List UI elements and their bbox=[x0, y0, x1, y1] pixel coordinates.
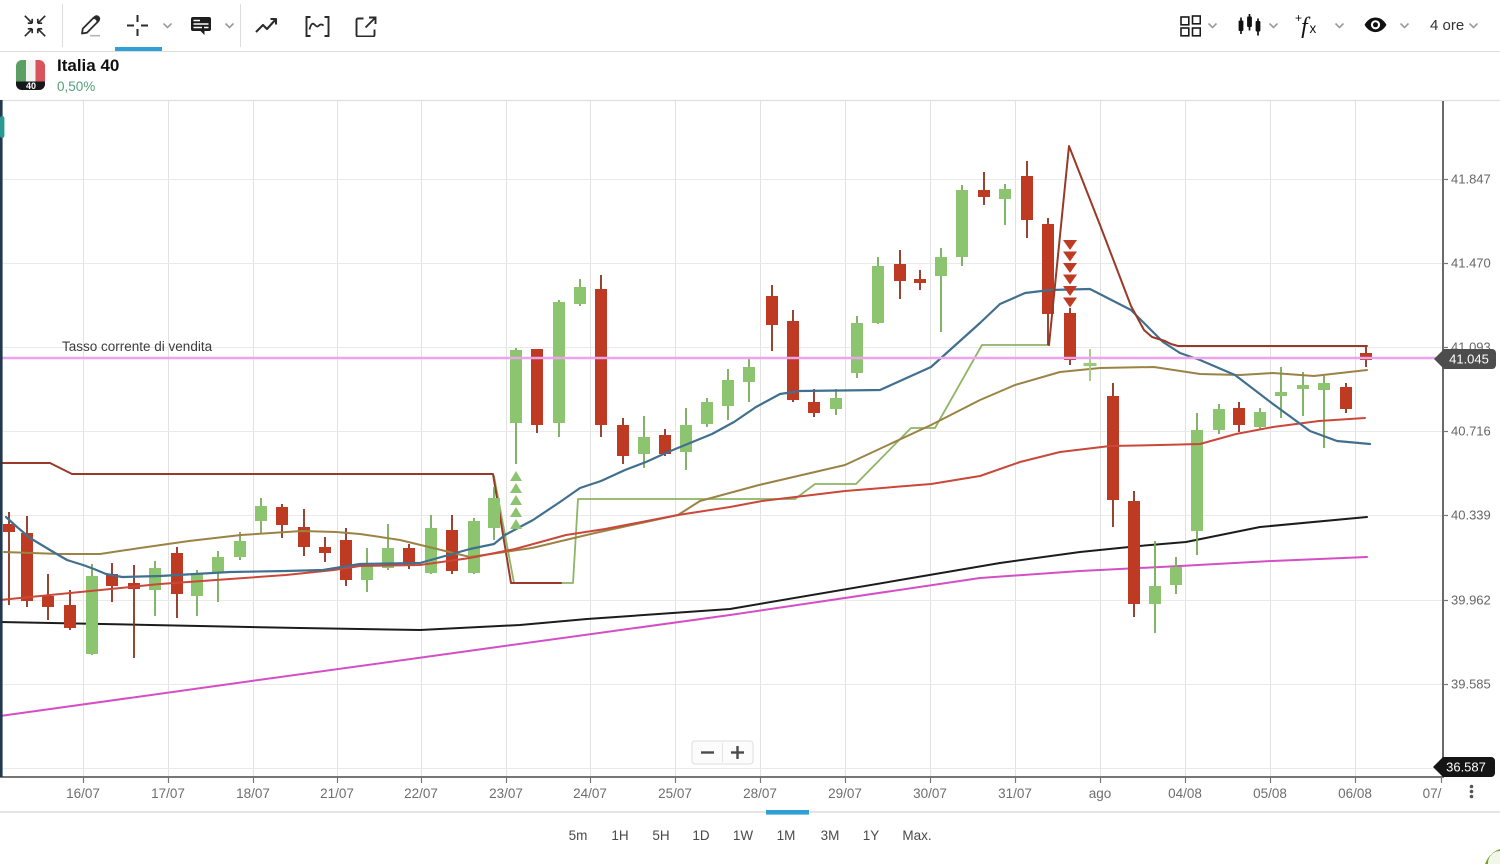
svg-text:21/07: 21/07 bbox=[320, 786, 354, 801]
svg-text:1D: 1D bbox=[692, 828, 710, 843]
svg-text:31/07: 31/07 bbox=[998, 786, 1032, 801]
svg-text:28/07: 28/07 bbox=[743, 786, 777, 801]
svg-text:x: x bbox=[1310, 21, 1317, 36]
svg-text:1W: 1W bbox=[733, 828, 754, 843]
svg-text:23/07: 23/07 bbox=[489, 786, 523, 801]
svg-text:39.962: 39.962 bbox=[1451, 593, 1491, 608]
svg-text:f: f bbox=[1301, 14, 1311, 38]
svg-text:29/07: 29/07 bbox=[828, 786, 862, 801]
svg-text:ago: ago bbox=[1089, 786, 1112, 801]
svg-text:Tasso corrente di vendita: Tasso corrente di vendita bbox=[62, 339, 213, 354]
svg-text:40.716: 40.716 bbox=[1451, 424, 1491, 439]
svg-text:1M: 1M bbox=[777, 828, 796, 843]
svg-text:16/07: 16/07 bbox=[66, 786, 100, 801]
svg-text:41.470: 41.470 bbox=[1451, 256, 1491, 271]
svg-text:Max.: Max. bbox=[902, 828, 931, 843]
svg-text:40: 40 bbox=[26, 81, 36, 90]
svg-text:24/07: 24/07 bbox=[573, 786, 607, 801]
svg-text:05/08: 05/08 bbox=[1253, 786, 1287, 801]
svg-text:22/07: 22/07 bbox=[404, 786, 438, 801]
svg-text:17/07: 17/07 bbox=[151, 786, 185, 801]
svg-text:41.045: 41.045 bbox=[1449, 352, 1489, 367]
svg-text:06/08: 06/08 bbox=[1338, 786, 1372, 801]
svg-text:36.587: 36.587 bbox=[1446, 760, 1486, 775]
svg-text:25/07: 25/07 bbox=[658, 786, 692, 801]
svg-text:18/07: 18/07 bbox=[236, 786, 270, 801]
svg-text:1H: 1H bbox=[611, 828, 628, 843]
svg-text:04/08: 04/08 bbox=[1168, 786, 1202, 801]
svg-text:+: + bbox=[1295, 12, 1302, 25]
svg-text:1Y: 1Y bbox=[863, 828, 880, 843]
svg-text:39.585: 39.585 bbox=[1451, 677, 1491, 692]
svg-text:30/07: 30/07 bbox=[913, 786, 947, 801]
svg-text:41.847: 41.847 bbox=[1451, 172, 1491, 187]
svg-text:07/: 07/ bbox=[1423, 786, 1442, 801]
svg-text:5H: 5H bbox=[652, 828, 669, 843]
svg-text:40.339: 40.339 bbox=[1451, 508, 1491, 523]
svg-text:3M: 3M bbox=[821, 828, 840, 843]
svg-text:5m: 5m bbox=[569, 828, 588, 843]
